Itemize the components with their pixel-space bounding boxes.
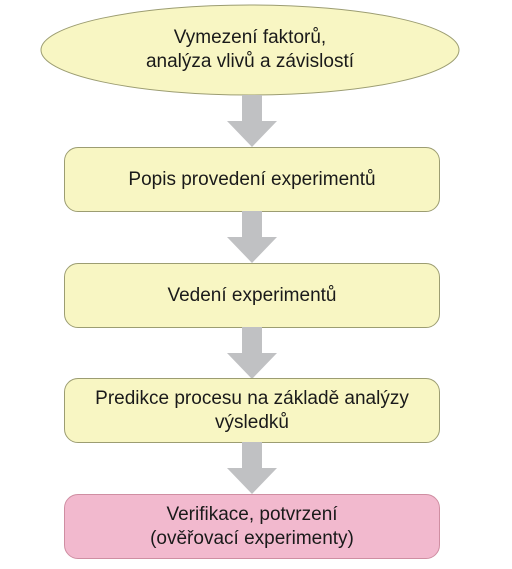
node-text-line2: výsledků <box>215 411 289 435</box>
node-text-line1: Predikce procesu na základě analýzy <box>95 387 409 411</box>
node-box-prediction: Predikce procesu na základě analýzy výsl… <box>64 378 440 443</box>
node-text-line1: Popis provedení experimentů <box>128 168 375 192</box>
node-text-line2: analýza vlivů a závislostí <box>146 50 354 74</box>
node-text-line2: (ověřovací experimenty) <box>150 527 354 551</box>
node-label-factors: Vymezení faktorů, analýza vlivů a závisl… <box>40 4 460 96</box>
node-box-description: Popis provedení experimentů <box>64 147 440 212</box>
arrow-down-icon <box>227 327 277 379</box>
arrow-down-icon <box>227 95 277 147</box>
arrow-down-icon <box>227 442 277 494</box>
node-text-line1: Vedení experimentů <box>167 284 336 308</box>
node-text-line1: Verifikace, potvrzení <box>166 503 337 527</box>
node-box-conduct: Vedení experimentů <box>64 263 440 328</box>
node-box-verification: Verifikace, potvrzení (ověřovací experim… <box>64 494 440 559</box>
node-text-line1: Vymezení faktorů, <box>174 26 326 50</box>
arrow-down-icon <box>227 211 277 263</box>
flowchart-canvas: Vymezení faktorů, analýza vlivů a závisl… <box>0 0 512 569</box>
